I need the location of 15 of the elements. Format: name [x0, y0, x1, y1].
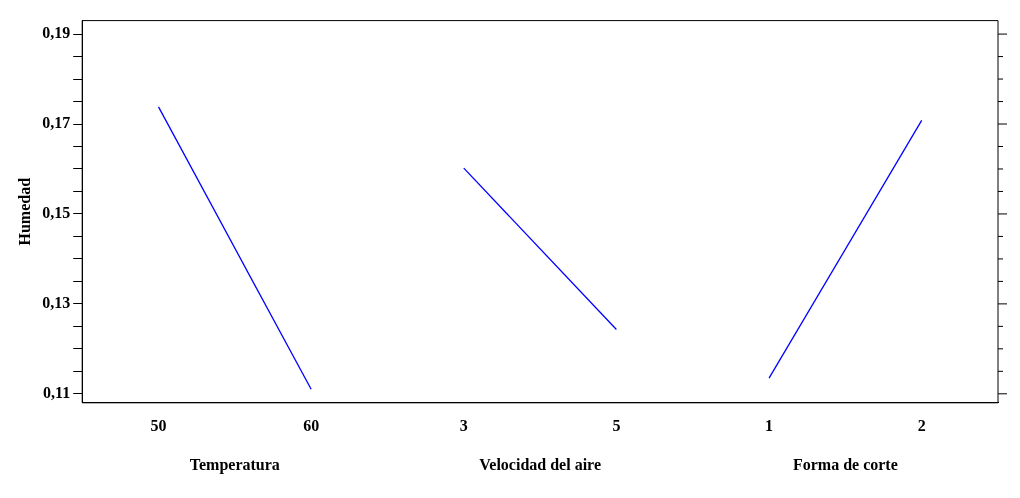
y-tick-label: 0,15 — [42, 204, 71, 222]
y-tick-label: 0,17 — [42, 114, 71, 132]
text: Velocidad del aire — [479, 455, 601, 473]
text: Temperatura — [189, 455, 280, 474]
y-tick-label: 0,11 — [43, 383, 71, 401]
y-axis-title: Humedad — [15, 177, 33, 246]
x-tick-label: 2 — [917, 416, 926, 434]
x-tick-label: 1 — [765, 416, 774, 434]
x-tick-label: 5 — [612, 416, 621, 434]
x-tick-label: 3 — [459, 416, 468, 434]
text: Forma de corte — [792, 455, 898, 473]
y-tick-label: 0,13 — [42, 294, 71, 312]
x-tick-label: 60 — [303, 416, 320, 434]
y-tick-label: 0,19 — [42, 24, 71, 42]
x-tick-label: 50 — [150, 416, 167, 434]
